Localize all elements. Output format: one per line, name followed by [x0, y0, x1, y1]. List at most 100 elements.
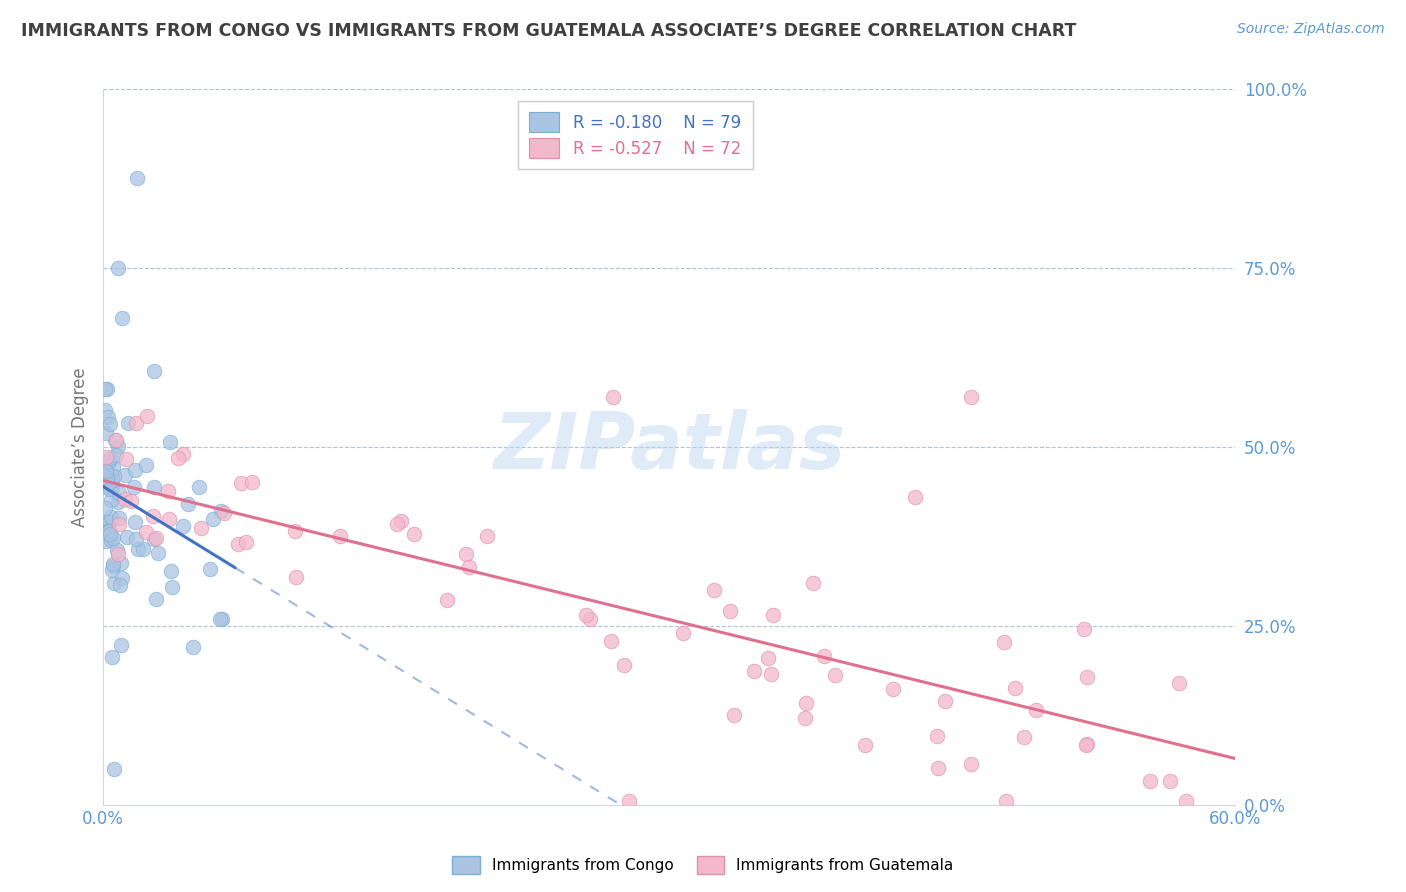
Point [108, 511, 131, 525]
Point [993, 634, 1015, 648]
Point [172, 447, 194, 461]
Point [96, 471, 118, 485]
Point [188, 480, 211, 494]
Point [853, 738, 876, 752]
Point [98, 514, 121, 528]
Point [100, 562, 122, 576]
Point [229, 476, 252, 491]
Point [927, 761, 949, 775]
Point [1139, 773, 1161, 788]
Point [108, 578, 131, 592]
Point [1076, 669, 1098, 683]
Point [703, 582, 725, 597]
Point [173, 519, 195, 533]
Point [960, 390, 983, 404]
Text: IMMIGRANTS FROM CONGO VS IMMIGRANTS FROM GUATEMALA ASSOCIATE’S DEGREE CORRELATIO: IMMIGRANTS FROM CONGO VS IMMIGRANTS FROM… [21, 22, 1077, 40]
Point [1174, 795, 1197, 809]
Y-axis label: Associate’s Degree: Associate’s Degree [72, 368, 89, 527]
Point [96, 534, 118, 549]
Point [101, 559, 124, 574]
Point [125, 532, 148, 546]
Point [94, 501, 117, 516]
Point [97, 523, 120, 537]
Point [125, 416, 148, 430]
Point [107, 495, 129, 509]
Point [100, 533, 122, 548]
Point [1004, 681, 1026, 696]
Point [124, 462, 146, 476]
Point [285, 569, 308, 583]
Point [436, 592, 458, 607]
Point [959, 757, 981, 772]
Point [458, 560, 481, 574]
Point [145, 532, 167, 546]
Point [111, 311, 134, 326]
Point [117, 417, 139, 431]
Point [1167, 676, 1189, 690]
Point [107, 439, 129, 453]
Point [578, 612, 600, 626]
Point [100, 509, 122, 524]
Point [995, 795, 1018, 809]
Point [111, 571, 134, 585]
Point [104, 433, 127, 447]
Legend: R = -0.180    N = 79, R = -0.527    N = 72: R = -0.180 N = 79, R = -0.527 N = 72 [517, 101, 752, 169]
Point [115, 530, 138, 544]
Point [156, 484, 179, 499]
Point [101, 531, 124, 545]
Point [103, 469, 125, 483]
Point [142, 480, 165, 494]
Point [209, 612, 232, 626]
Point [1025, 703, 1047, 717]
Point [96, 472, 118, 486]
Point [94, 450, 117, 465]
Point [177, 497, 200, 511]
Point [209, 504, 232, 518]
Point [97, 410, 120, 425]
Point [107, 547, 129, 561]
Point [718, 604, 741, 618]
Point [454, 547, 477, 561]
Point [96, 382, 118, 396]
Point [181, 640, 204, 655]
Point [198, 562, 221, 576]
Point [120, 494, 142, 508]
Point [477, 529, 499, 543]
Point [114, 491, 136, 506]
Point [240, 475, 263, 489]
Point [104, 434, 127, 448]
Point [385, 516, 408, 531]
Point [115, 452, 138, 467]
Text: Source: ZipAtlas.com: Source: ZipAtlas.com [1237, 22, 1385, 37]
Point [613, 658, 636, 673]
Point [98, 526, 121, 541]
Point [103, 762, 125, 776]
Point [145, 592, 167, 607]
Point [1073, 622, 1095, 636]
Point [135, 409, 157, 423]
Point [794, 711, 817, 725]
Point [756, 651, 779, 665]
Point [101, 649, 124, 664]
Point [94, 480, 117, 494]
Point [759, 666, 782, 681]
Point [98, 454, 121, 468]
Point [284, 524, 307, 538]
Point [575, 607, 598, 622]
Point [124, 515, 146, 529]
Point [190, 521, 212, 535]
Point [114, 467, 136, 482]
Point [101, 481, 124, 495]
Point [201, 511, 224, 525]
Point [94, 458, 117, 473]
Point [762, 608, 785, 623]
Point [723, 708, 745, 723]
Point [602, 390, 624, 404]
Point [329, 529, 352, 543]
Point [160, 564, 183, 578]
Point [135, 458, 157, 472]
Point [794, 696, 817, 710]
Point [107, 260, 129, 275]
Point [94, 403, 117, 417]
Point [98, 524, 121, 538]
